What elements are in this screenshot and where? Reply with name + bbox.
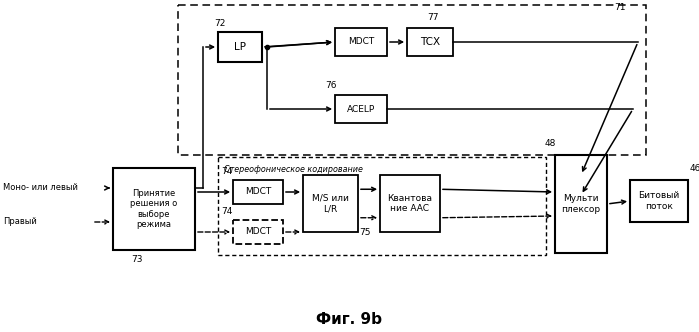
Text: 75: 75 <box>359 228 370 237</box>
Bar <box>335 28 387 56</box>
Bar <box>303 175 358 232</box>
Bar <box>233 180 283 204</box>
Text: 73: 73 <box>131 255 143 264</box>
Text: MDCT: MDCT <box>245 227 271 236</box>
Text: 76: 76 <box>325 81 336 90</box>
Text: 77: 77 <box>427 13 438 22</box>
Text: 71: 71 <box>614 3 626 12</box>
Text: Битовый
поток: Битовый поток <box>638 191 679 211</box>
Text: Мульти
плексор: Мульти плексор <box>561 194 600 214</box>
Bar <box>630 180 688 222</box>
Text: 48: 48 <box>545 139 556 148</box>
Text: Принятие
решения о
выборе
режима: Принятие решения о выборе режима <box>131 189 178 229</box>
Text: ACELP: ACELP <box>347 105 375 114</box>
Text: MDCT: MDCT <box>245 188 271 197</box>
Bar <box>380 175 440 232</box>
Text: Стереофоническое кодирование: Стереофоническое кодирование <box>224 165 363 174</box>
Bar <box>233 220 283 244</box>
Text: 72: 72 <box>214 19 225 28</box>
Bar <box>335 95 387 123</box>
Text: Моно- или левый: Моно- или левый <box>3 184 78 193</box>
Text: 46: 46 <box>690 164 699 173</box>
Text: Квантова
ние AAC: Квантова ние AAC <box>387 194 433 213</box>
Bar <box>218 32 262 62</box>
Bar <box>178 5 646 155</box>
Text: M/S или
L/R: M/S или L/R <box>312 194 349 213</box>
Bar <box>407 28 453 56</box>
Text: Правый: Правый <box>3 217 37 226</box>
Text: TCX: TCX <box>420 37 440 47</box>
Bar <box>218 157 546 255</box>
Text: MDCT: MDCT <box>348 38 374 46</box>
Text: Фиг. 9b: Фиг. 9b <box>316 312 382 327</box>
Bar <box>113 168 195 250</box>
Bar <box>555 155 607 253</box>
Text: 74: 74 <box>221 207 232 216</box>
Text: LP: LP <box>234 42 246 52</box>
Text: 74: 74 <box>221 167 232 176</box>
